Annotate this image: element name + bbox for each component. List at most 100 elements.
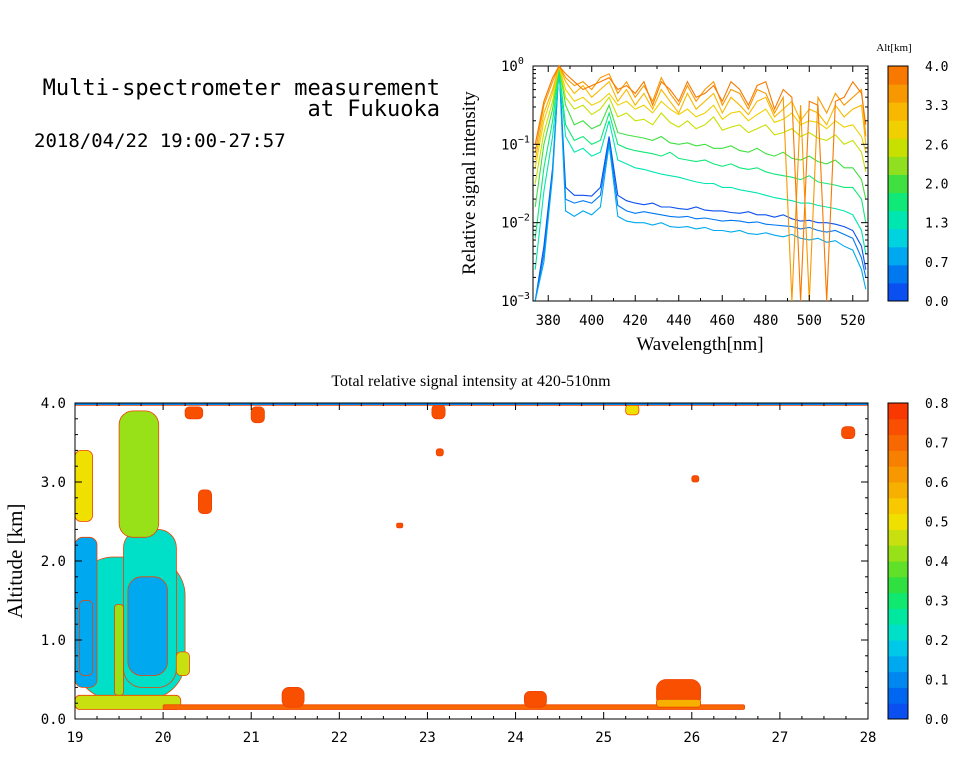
- heatmap-cell-8: [175, 651, 190, 677]
- heatmap-cell-10: [162, 704, 746, 710]
- intensity-colorbar-tick-label: 0.6: [925, 476, 948, 491]
- heatmap-x-tick-label: 26: [683, 730, 700, 746]
- intensity-colorbar-tick-label: 0.4: [925, 555, 949, 570]
- heatmap-x-tick-label: 27: [771, 730, 788, 746]
- intensity-colorbar-segment: [888, 687, 908, 704]
- spectrum-x-tick-label: 440: [666, 313, 691, 329]
- heatmap-x-tick-label: 24: [507, 730, 524, 746]
- altitude-colorbar-segment: [888, 174, 908, 194]
- spectrum-series-2: [534, 65, 867, 302]
- altitude-colorbar-segment: [888, 282, 908, 302]
- altitude-colorbar-tick-label: 2.0: [925, 178, 948, 193]
- heatmap-x-tick-label: 19: [67, 730, 84, 746]
- heatmap-chart: Total relative signal intensity at 420-5…: [3, 373, 949, 746]
- altitude-colorbar-frame: [887, 65, 909, 302]
- heatmap-cell-7: [74, 449, 94, 522]
- intensity-colorbar-segment: [888, 703, 908, 720]
- spectrum-y-tick-label: 10−2: [501, 213, 530, 232]
- heatmap-x-tick-label: 20: [155, 730, 172, 746]
- heatmap-y-tick-label: 0.0: [41, 712, 66, 728]
- altitude-colorbar-segment: [888, 138, 908, 157]
- intensity-colorbar-segment: [888, 561, 908, 578]
- spectrum-series-group: [534, 64, 867, 302]
- heatmap-x-tick-label: 22: [331, 730, 348, 746]
- heatmap-cell-14: [656, 698, 701, 708]
- intensity-colorbar-segment: [888, 529, 908, 546]
- altitude-colorbar-segment: [888, 102, 908, 121]
- altitude-colorbar-tick-label: 1.3: [925, 217, 948, 232]
- heatmap-y-tick-label: 4.0: [41, 396, 66, 412]
- spectrum-x-tick-label: 480: [753, 313, 778, 329]
- heatmap-x-tick-label: 25: [595, 730, 612, 746]
- heatmap-cell-6: [118, 410, 160, 538]
- spectrum-series-0: [534, 65, 867, 302]
- spectrum-y-tick-label: 10−3: [501, 291, 530, 310]
- intensity-colorbar-segment: [888, 418, 908, 436]
- altitude-colorbar-tick-label: 2.6: [925, 138, 948, 153]
- heatmap-plot-background: [75, 403, 868, 719]
- heatmap-cell-12: [524, 691, 547, 708]
- heatmap-cell-11: [281, 687, 305, 708]
- intensity-colorbar-segment: [888, 576, 908, 594]
- intensity-colorbar-segment: [888, 545, 908, 562]
- date-range: 2018/04/22 19:00-27:57: [34, 130, 286, 152]
- intensity-colorbar-segment: [888, 497, 908, 515]
- intensity-colorbar-segment: [888, 640, 908, 657]
- spectrum-y-tick-label: 10−1: [501, 134, 530, 153]
- spectrum-series-10: [534, 65, 867, 302]
- intensity-colorbar-segment: [888, 434, 908, 451]
- intensity-colorbar-segment: [888, 450, 908, 467]
- heatmap-y-tick-label: 1.0: [41, 633, 66, 649]
- spectrum-series-8: [534, 64, 867, 161]
- heatmap-y-ticks: 0.0 1.0 2.0 3.0 4.0: [41, 396, 868, 728]
- figure-title-line1: Multi-spectrometer measurement: [43, 76, 440, 101]
- altitude-colorbar-label: Alt[km]: [876, 42, 911, 54]
- intensity-colorbar-segment: [888, 403, 908, 420]
- heatmap-y-tick-label: 2.0: [41, 554, 66, 570]
- intensity-colorbar-tick-label: 0.7: [925, 437, 948, 452]
- spectrum-y-tick-label: 100: [501, 56, 524, 75]
- intensity-colorbar-segment: [888, 624, 908, 641]
- heatmap-cell-5: [114, 604, 124, 696]
- intensity-colorbar-segment: [888, 482, 908, 499]
- altitude-colorbar-segment: [888, 210, 908, 230]
- spectrum-series-6: [534, 65, 867, 184]
- heatmap-x-ticks: 19 20 21 22 23 24 25 26 27 28: [67, 403, 876, 746]
- altitude-colorbar-segment: [888, 246, 908, 266]
- intensity-colorbar-segment: [888, 671, 908, 688]
- intensity-colorbar-tick-label: 0.8: [925, 397, 948, 412]
- spectrum-chart: 380 400 420 440 460 480 500 520 100 10−1 10−2 10−3…: [459, 42, 948, 355]
- altitude-colorbar-segment: [888, 192, 908, 212]
- heatmap-x-tick-label: 21: [243, 730, 260, 746]
- spectrum-x-tick-label: 400: [579, 313, 604, 329]
- spectrum-series-4: [534, 69, 867, 239]
- spectrum-x-tick-label: 380: [536, 313, 561, 329]
- spectrum-x-ticks: 380 400 420 440 460 480 500 520: [536, 66, 865, 329]
- intensity-colorbar-tick-label: 0.1: [925, 674, 948, 689]
- intensity-colorbar-segment: [888, 655, 908, 673]
- heatmap-cell-15: [197, 489, 212, 514]
- heatmap-y-axis-label: Altitude [km]: [3, 504, 27, 619]
- altitude-colorbar-segment: [888, 228, 908, 248]
- figure-title-line2: at Fukuoka: [308, 97, 440, 122]
- heatmap-cell-21: [691, 475, 700, 483]
- spectrum-x-tick-label: 460: [710, 313, 735, 329]
- heatmap-cell-16: [184, 406, 204, 420]
- heatmap-cell-4: [127, 576, 168, 676]
- intensity-colorbar-tick-label: 0.2: [925, 634, 948, 649]
- altitude-colorbar-segment: [888, 66, 908, 85]
- intensity-colorbar-tick-label: 0.5: [925, 516, 948, 531]
- altitude-colorbar: 4.0 3.3 2.6 2.0 1.3 0.7 0.0: [887, 60, 948, 310]
- altitude-colorbar-segment: [888, 264, 908, 284]
- spectrum-x-tick-label: 520: [840, 313, 865, 329]
- altitude-colorbar-segment: [888, 120, 908, 139]
- heatmap-cell-18: [431, 404, 446, 420]
- heatmap-x-tick-label: 23: [419, 730, 436, 746]
- spectrum-y-axis-label: Relative signal intensity: [459, 91, 480, 275]
- intensity-colorbar-tick-label: 0.3: [925, 595, 948, 610]
- intensity-colorbar-segment: [888, 592, 908, 609]
- altitude-colorbar-tick-label: 3.3: [925, 99, 948, 114]
- altitude-colorbar-tick-label: 0.7: [925, 256, 948, 271]
- heatmap-cell-20: [841, 426, 856, 440]
